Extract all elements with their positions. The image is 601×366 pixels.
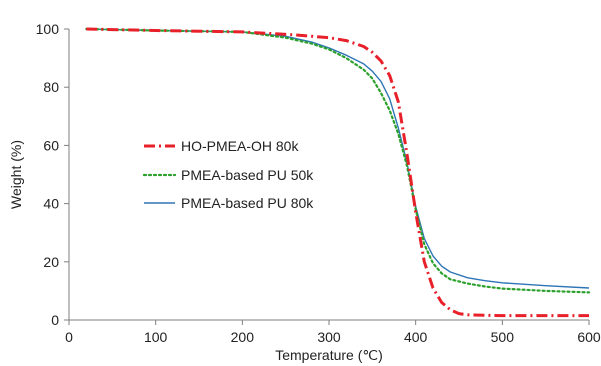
axes: 0 100 200 300 400 500 600 0 20 40 60 80 100 <box>36 21 601 345</box>
x-tick-label: 500 <box>491 329 515 345</box>
x-tick-label: 600 <box>577 329 601 345</box>
y-tick-label: 40 <box>43 196 59 212</box>
legend: HO-PMEA-OH 80k PMEA-based PU 50k PMEA-base… <box>142 138 314 211</box>
x-tick-label: 400 <box>404 329 428 345</box>
x-tick-label: 200 <box>231 329 255 345</box>
x-tick-label: 100 <box>144 329 168 345</box>
x-tick-label: 0 <box>65 329 73 345</box>
y-tick-label: 60 <box>43 137 59 153</box>
legend-label-2: PMEA-based PU 80k <box>181 195 314 211</box>
series-line-2 <box>86 28 590 289</box>
y-tick-label: 0 <box>51 312 59 328</box>
y-tick-label: 80 <box>43 79 59 95</box>
series-layer <box>85 27 591 318</box>
y-tick-label: 100 <box>36 21 60 37</box>
legend-label-1: PMEA-based PU 50k <box>181 167 314 183</box>
legend-label-0: HO-PMEA-OH 80k <box>181 138 299 154</box>
series-line-1 <box>85 27 591 294</box>
y-axis-title: Weight (%) <box>8 140 24 209</box>
series-line-0 <box>86 27 589 318</box>
x-axis-title: Temperature (℃) <box>275 347 383 363</box>
y-tick-label: 20 <box>43 254 59 270</box>
x-tick-label: 300 <box>317 329 341 345</box>
